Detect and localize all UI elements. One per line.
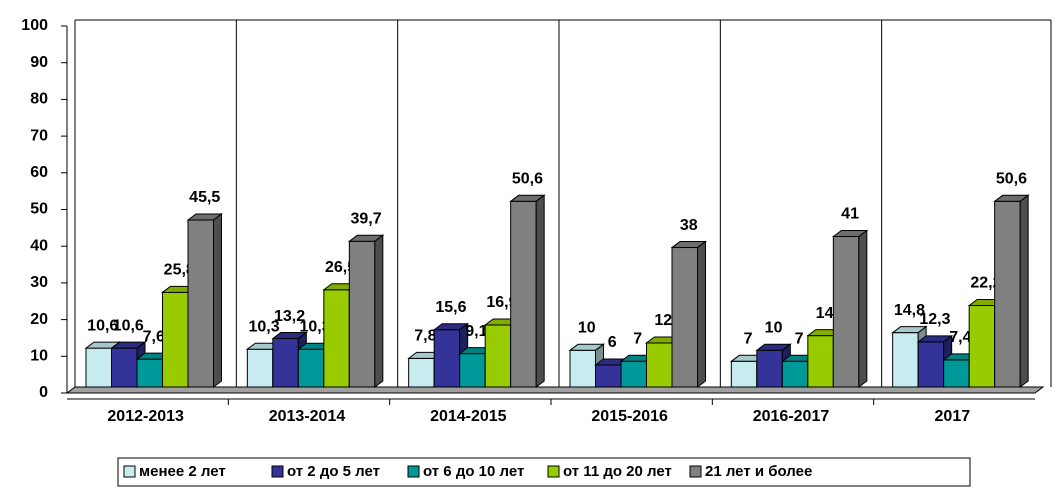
data-label: 7,8 xyxy=(414,328,436,345)
bar xyxy=(246,348,274,388)
legend-swatch xyxy=(407,465,420,478)
y-tick-label: 100 xyxy=(21,17,48,34)
x-tick-label: 2016-2017 xyxy=(753,408,830,425)
legend: менее 2 лет от 2 до 5 лет от 6 до 10 лет от… xyxy=(117,457,971,487)
bar-side xyxy=(374,234,384,388)
data-label: 12 xyxy=(654,312,672,329)
x-tick-label: 2014-2015 xyxy=(430,408,507,425)
bar xyxy=(595,364,622,388)
bar xyxy=(162,291,189,388)
x-tick-label: 2017 xyxy=(935,408,971,425)
y-tick-label: 90 xyxy=(30,54,48,71)
legend-swatch xyxy=(271,465,284,478)
bar xyxy=(832,236,860,388)
bar xyxy=(807,335,834,388)
x-tick-label: 2013-2014 xyxy=(269,408,346,425)
data-label: 50,6 xyxy=(996,171,1027,188)
x-tick-label: 2012-2013 xyxy=(107,408,184,425)
data-label: 10,3 xyxy=(249,318,280,335)
y-tick-label: 60 xyxy=(30,164,48,181)
y-tick-label: 30 xyxy=(30,274,48,291)
data-label: 16,9 xyxy=(486,294,517,311)
data-label: 45,5 xyxy=(189,189,220,206)
bar xyxy=(297,348,325,388)
data-label: 50,6 xyxy=(512,171,543,188)
y-tick-label: 50 xyxy=(30,201,48,218)
bar xyxy=(968,305,996,388)
y-tick-label: 70 xyxy=(30,127,48,144)
y-tick-label: 20 xyxy=(30,311,48,328)
bar xyxy=(730,360,758,388)
data-label: 7 xyxy=(633,331,642,348)
bar-side xyxy=(1019,194,1029,389)
data-label: 14 xyxy=(816,305,834,322)
bar xyxy=(994,200,1021,388)
legend-box xyxy=(117,457,971,487)
data-label: 10,6 xyxy=(87,317,118,334)
bar xyxy=(756,349,783,388)
bar xyxy=(510,200,537,388)
data-label: 7 xyxy=(795,331,804,348)
bar xyxy=(943,359,970,388)
legend-swatch xyxy=(689,465,702,478)
legend-label: от 6 до 10 лет xyxy=(423,463,524,480)
bar xyxy=(484,324,512,388)
bar xyxy=(272,338,299,388)
data-label: 13,2 xyxy=(274,308,305,325)
data-label: 25,8 xyxy=(164,262,195,279)
bar xyxy=(781,360,809,388)
legend-label: от 2 до 5 лет xyxy=(287,463,380,480)
legend-swatch xyxy=(123,465,136,478)
y-tick-label: 10 xyxy=(30,348,48,365)
bar xyxy=(136,358,163,388)
bar xyxy=(671,247,698,388)
data-label: 6 xyxy=(608,334,617,351)
bar xyxy=(348,240,376,388)
bar xyxy=(569,349,596,388)
bar xyxy=(187,219,214,388)
data-label: 39,7 xyxy=(351,211,382,228)
legend-label: от 11 до 20 лет xyxy=(563,463,672,480)
floor xyxy=(65,386,1045,394)
data-label: 26,5 xyxy=(325,259,356,276)
bar xyxy=(323,289,350,388)
bar xyxy=(85,347,112,388)
data-label: 9,1 xyxy=(465,323,487,340)
bar-side xyxy=(535,194,545,388)
bar-side xyxy=(213,213,222,388)
data-label: 15,6 xyxy=(435,299,466,316)
bar xyxy=(620,360,647,388)
plot-area: 01020304050607080901002012-201310,610,67… xyxy=(21,17,1052,425)
data-label: 10,6 xyxy=(113,317,144,334)
data-label: 41 xyxy=(841,206,859,223)
bar xyxy=(111,347,138,388)
data-label: 7 xyxy=(744,331,753,348)
bar xyxy=(459,353,486,388)
bar-side xyxy=(858,229,868,388)
x-tick-label: 2015-2016 xyxy=(591,408,668,425)
bar xyxy=(646,342,673,388)
data-label: 12,3 xyxy=(919,311,950,328)
data-label: 38 xyxy=(680,217,698,234)
y-tick-label: 0 xyxy=(39,384,48,401)
legend-label: менее 2 лет xyxy=(139,463,226,480)
data-label: 10 xyxy=(765,320,783,337)
data-label: 10 xyxy=(578,320,596,337)
data-label: 7,6 xyxy=(143,328,165,345)
data-label: 10,3 xyxy=(300,318,331,335)
y-tick-label: 80 xyxy=(30,91,48,108)
bar xyxy=(892,332,919,388)
bar xyxy=(408,357,435,388)
data-label: 14,8 xyxy=(894,302,925,319)
bar xyxy=(433,329,461,388)
data-label: 22,2 xyxy=(970,275,1001,292)
y-tick-label: 40 xyxy=(30,237,48,254)
bar xyxy=(917,341,945,388)
data-label: 7,4 xyxy=(949,329,971,346)
bar-side xyxy=(697,240,706,388)
legend-swatch xyxy=(547,465,560,478)
legend-label: 21 лет и более xyxy=(705,463,812,480)
